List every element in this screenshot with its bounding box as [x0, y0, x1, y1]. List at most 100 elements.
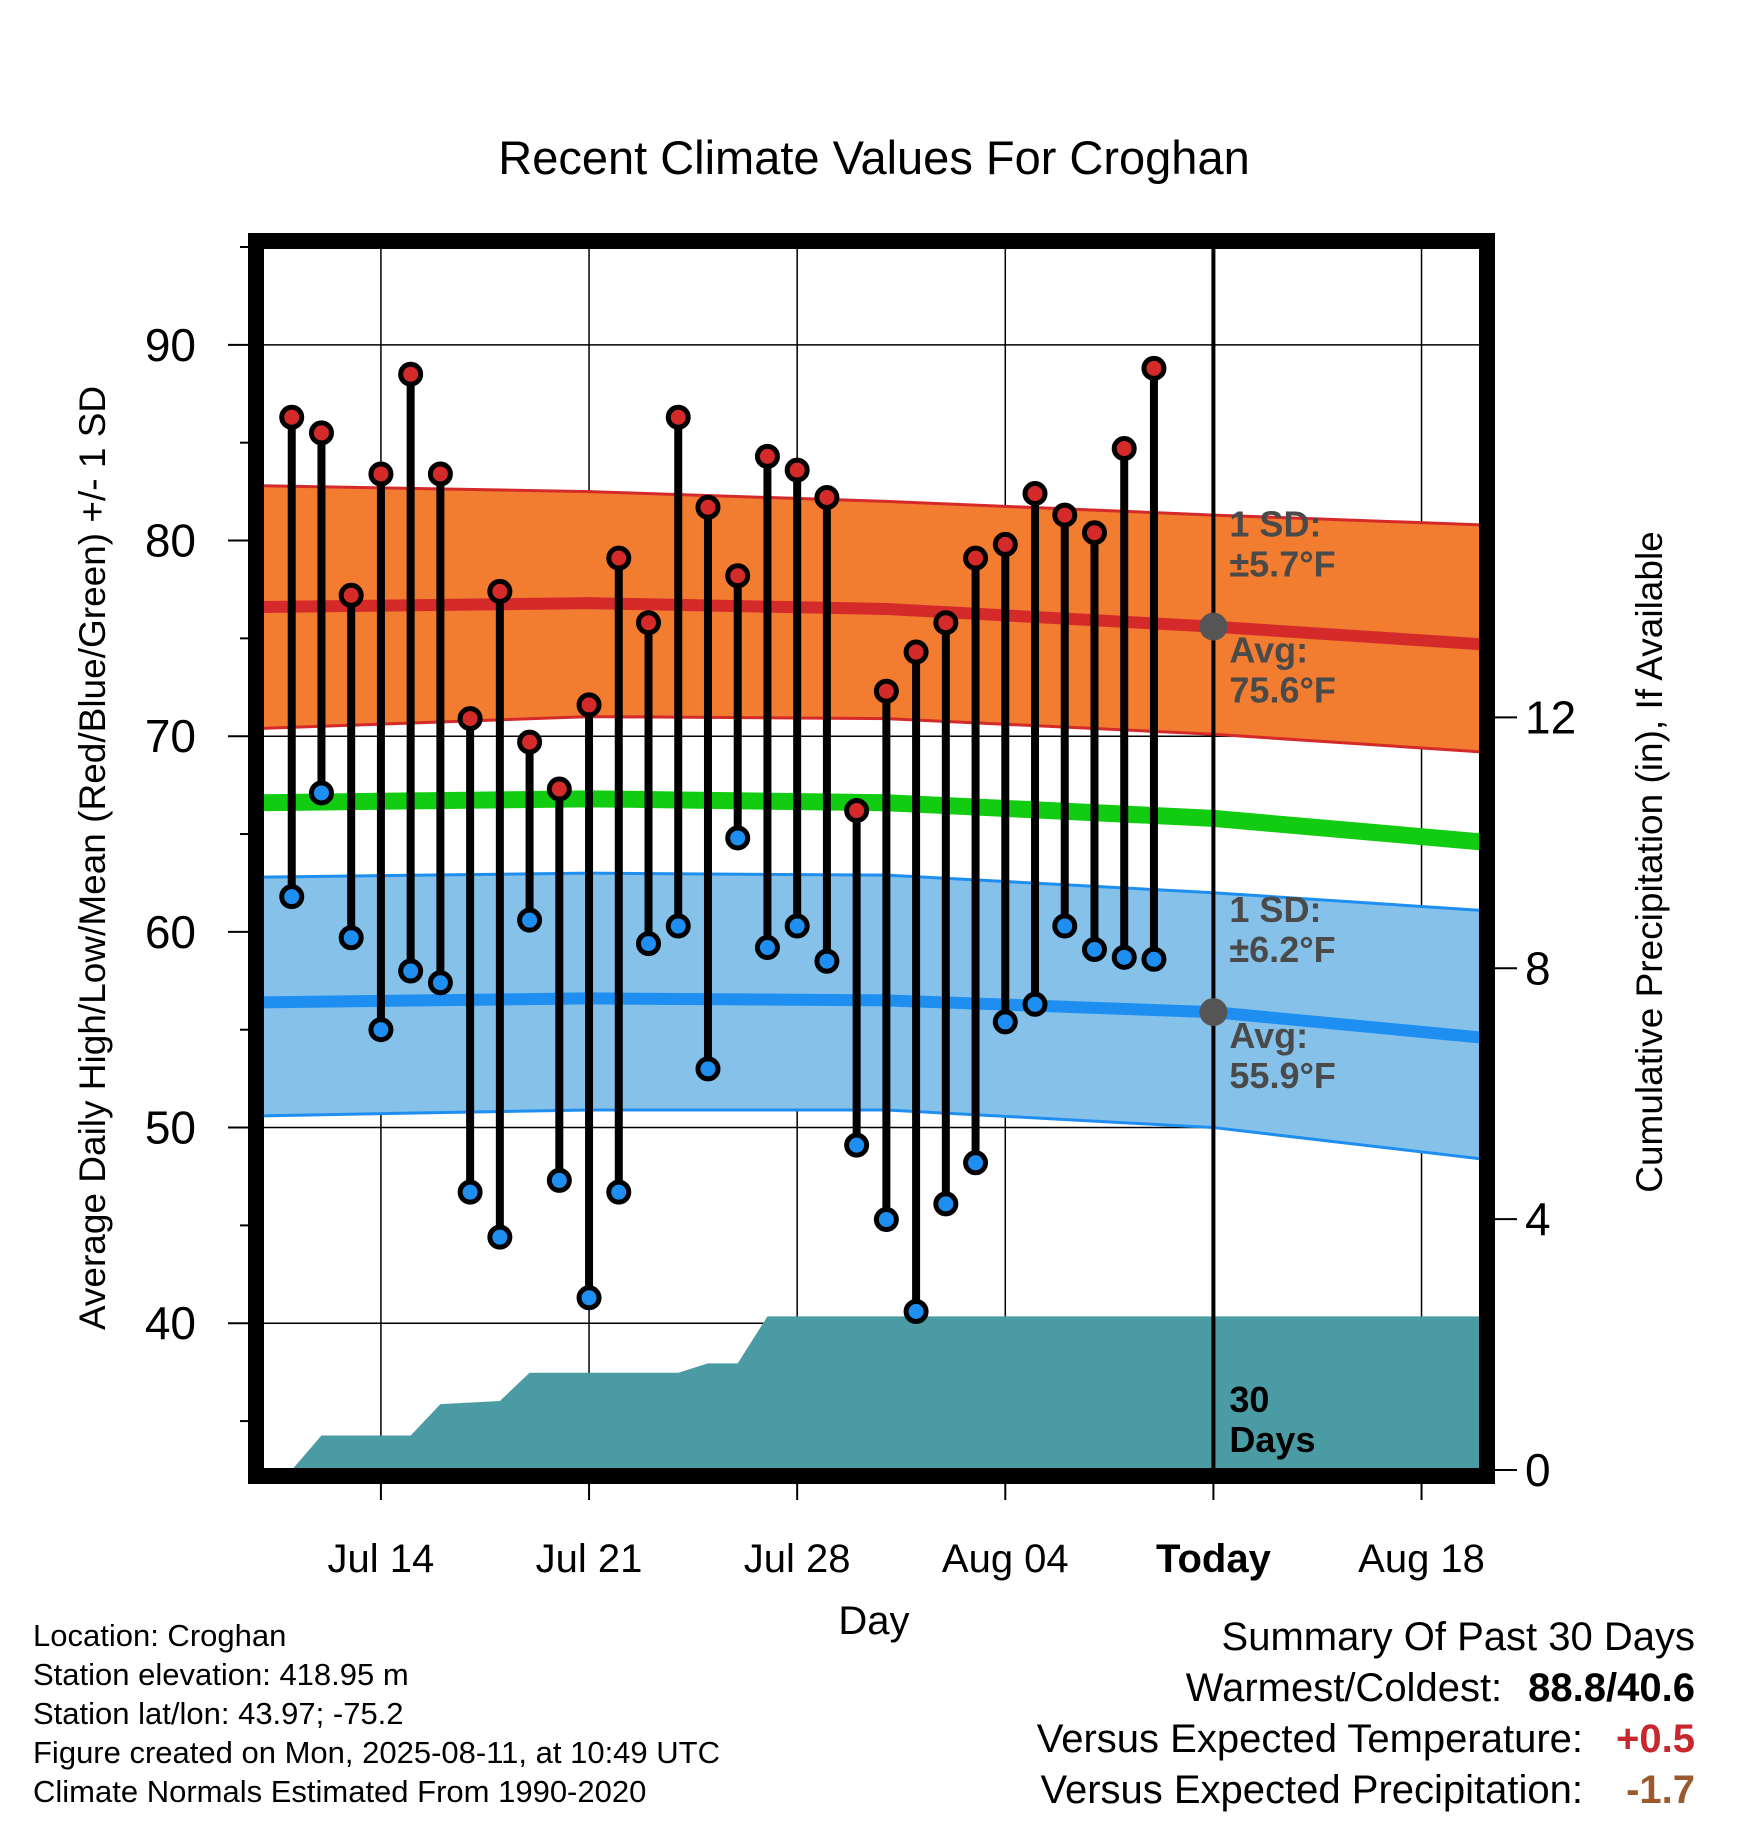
today-low-avg-marker: [1199, 998, 1228, 1027]
x-tick-label: Aug 04: [942, 1537, 1069, 1581]
daily-high-point: [992, 531, 1018, 557]
y2-tick-label: 8: [1525, 942, 1551, 994]
y-tick-label: 40: [145, 1297, 196, 1349]
y-tick-label: 80: [145, 515, 196, 567]
daily-high-point: [903, 639, 929, 665]
daily-low-point: [606, 1179, 632, 1205]
high-sd-value: ±5.7°F: [1229, 544, 1335, 585]
daily-high-point: [1081, 520, 1107, 546]
daily-low-point: [457, 1179, 483, 1205]
daily-low-point: [992, 1009, 1018, 1035]
high-normal-line: [262, 597, 1481, 651]
daily-high-point: [487, 578, 513, 604]
daily-high-point: [457, 706, 483, 732]
plot-frame: [248, 233, 1495, 1484]
daily-low-point: [308, 780, 334, 806]
low-normal-band: [262, 873, 1481, 1159]
y2-axis-label: Cumulative Precipitation (in), If Availa…: [1629, 531, 1670, 1193]
normals-text: Climate Normals Estimated From 1990-2020: [33, 1774, 647, 1809]
daily-low-point: [903, 1298, 929, 1324]
daily-high-point: [963, 545, 989, 571]
days-count-label: 30: [1229, 1379, 1269, 1420]
high-normal-band: [262, 485, 1481, 752]
temp-departure-value: +0.5: [1616, 1717, 1695, 1761]
x-tick-label: Jul 28: [744, 1537, 851, 1581]
daily-low-point: [933, 1191, 959, 1217]
mean-normal-line: [262, 790, 1481, 851]
days-word-label: Days: [1229, 1419, 1315, 1460]
y-tick-label: 90: [145, 319, 196, 371]
precip-departure-value: -1.7: [1626, 1768, 1695, 1812]
y-tick-label: 60: [145, 906, 196, 958]
daily-low-point: [279, 884, 305, 910]
low-sd-value: ±6.2°F: [1229, 929, 1335, 970]
daily-low-point: [636, 931, 662, 957]
daily-high-point: [784, 457, 810, 483]
high-sd-label: 1 SD:: [1229, 504, 1321, 545]
location-text: Location: Croghan: [33, 1618, 287, 1653]
daily-low-point: [487, 1224, 513, 1250]
daily-high-point: [338, 582, 364, 608]
y-axis-label: Average Daily High/Low/Mean (Red/Blue/Gr…: [72, 386, 113, 1330]
daily-high-point: [279, 404, 305, 430]
daily-low-point: [873, 1207, 899, 1233]
daily-low-point: [784, 913, 810, 939]
daily-high-point: [844, 798, 870, 824]
daily-low-point: [725, 825, 751, 851]
today-high-avg-marker: [1199, 612, 1228, 641]
daily-high-point: [606, 545, 632, 571]
daily-low-point: [1111, 944, 1137, 970]
daily-low-point: [338, 925, 364, 951]
daily-low-point: [695, 1056, 721, 1082]
warmest-coldest-row: Warmest/Coldest: 88.8/40.6: [1037, 1663, 1695, 1714]
precip-area: [291, 1316, 1481, 1470]
daily-high-point: [636, 610, 662, 636]
daily-high-point: [725, 563, 751, 589]
temp-departure-row: Versus Expected Temperature: +0.5: [1037, 1714, 1695, 1765]
x-axis-label: Day: [838, 1599, 909, 1643]
latlon-text: Station lat/lon: 43.97; -75.2: [33, 1696, 404, 1731]
daily-high-point: [1022, 481, 1048, 507]
daily-high-point: [427, 461, 453, 487]
daily-high-point: [517, 729, 543, 755]
daily-low-point: [517, 907, 543, 933]
daily-low-point: [546, 1167, 572, 1193]
warmest-coldest-value: 88.8/40.6: [1528, 1666, 1695, 1710]
chart-title: Recent Climate Values For Croghan: [498, 131, 1249, 184]
created-text: Figure created on Mon, 2025-08-11, at 10…: [33, 1735, 720, 1770]
precip-departure-label: Versus Expected Precipitation:: [1040, 1768, 1583, 1812]
daily-low-point: [1081, 936, 1107, 962]
daily-high-point: [1141, 355, 1167, 381]
daily-low-point: [427, 970, 453, 996]
x-tick-label: Jul 14: [328, 1537, 435, 1581]
station-metadata: Location: Croghan Station elevation: 418…: [33, 1616, 720, 1811]
daily-high-point: [308, 420, 334, 446]
daily-low-point: [754, 935, 780, 961]
y2-tick-label: 4: [1525, 1193, 1551, 1245]
daily-high-point: [398, 361, 424, 387]
elevation-text: Station elevation: 418.95 m: [33, 1657, 409, 1692]
high-avg-label: Avg:: [1229, 630, 1308, 671]
daily-low-point: [368, 1017, 394, 1043]
x-tick-label: Today: [1156, 1537, 1272, 1581]
daily-high-point: [1111, 436, 1137, 462]
daily-high-point: [933, 610, 959, 636]
daily-low-point: [1022, 991, 1048, 1017]
x-tick-label: Jul 21: [536, 1537, 643, 1581]
daily-high-point: [546, 776, 572, 802]
daily-high-point: [873, 678, 899, 704]
low-sd-label: 1 SD:: [1229, 889, 1321, 930]
daily-low-point: [665, 913, 691, 939]
high-normal-band-upper-edge: [262, 484, 1481, 527]
y2-tick-label: 12: [1525, 691, 1576, 743]
x-tick-label: Aug 18: [1358, 1537, 1485, 1581]
low-avg-value: 55.9°F: [1229, 1055, 1335, 1096]
summary-panel: Summary Of Past 30 Days Warmest/Coldest:…: [1037, 1612, 1695, 1816]
daily-low-point: [963, 1150, 989, 1176]
daily-low-point: [1052, 913, 1078, 939]
daily-low-point: [1141, 946, 1167, 972]
y2-tick-label: 0: [1525, 1444, 1551, 1496]
warmest-coldest-label: Warmest/Coldest:: [1185, 1666, 1503, 1710]
precip-departure-row: Versus Expected Precipitation: -1.7: [1037, 1765, 1695, 1816]
